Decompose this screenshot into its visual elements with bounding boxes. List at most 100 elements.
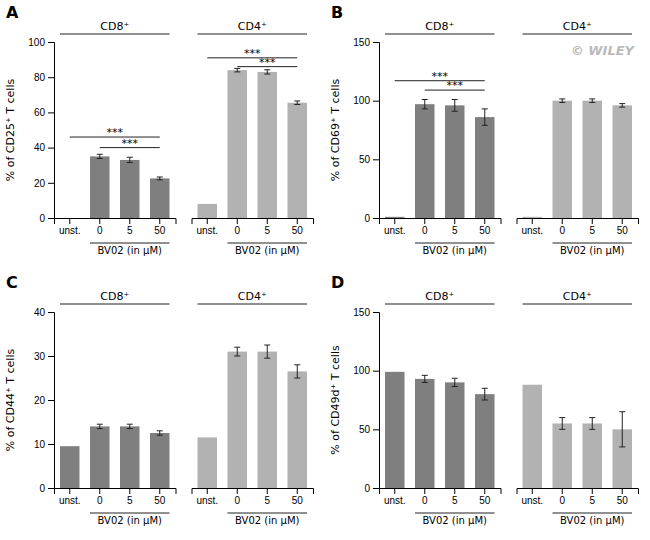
y-tick-mark [48, 112, 54, 113]
y-tick-label: 20 [34, 395, 46, 406]
x-tick-mark [129, 488, 130, 494]
x-axis-line [380, 219, 502, 225]
x-tick-mark [484, 218, 485, 224]
y-axis: 050100150 [353, 307, 379, 494]
bar [198, 437, 218, 488]
y-tick: 100 [353, 365, 379, 376]
x-tick: 5 [127, 218, 133, 236]
y-tick-label: 30 [34, 351, 46, 362]
bar [583, 423, 603, 488]
x-tick: 5 [127, 488, 133, 506]
x-tick-mark [237, 488, 238, 494]
x-tick-mark [424, 488, 425, 494]
x-axis: unst.0550 [517, 488, 639, 506]
x-tick: 50 [479, 488, 491, 506]
x-axis: unst.0550 [380, 218, 502, 236]
error-bar [452, 378, 458, 386]
error-bar [234, 347, 240, 356]
y-tick-label: 100 [353, 365, 370, 376]
y-tick: 30 [34, 351, 54, 362]
x-tick-label: 0 [559, 495, 565, 506]
bar [523, 385, 543, 488]
x-axis-line [192, 219, 314, 225]
x-tick-label: 0 [97, 225, 103, 236]
y-tick: 50 [359, 424, 379, 435]
x-tick: unst. [384, 218, 406, 236]
bar [90, 426, 110, 488]
x-tick-label: unst. [521, 225, 543, 236]
x-tick: 50 [292, 488, 304, 506]
x-axis-line [380, 489, 502, 495]
x-tick-label: 5 [127, 495, 133, 506]
x-tick-label: 0 [422, 495, 428, 506]
group-line [60, 304, 170, 305]
x-tick-label: 50 [292, 495, 304, 506]
panel-title: A [6, 3, 19, 22]
y-axis-line [48, 43, 55, 219]
y-tick-label: 10 [34, 439, 46, 450]
y-tick-label: 40 [34, 307, 46, 318]
y-axis-line [373, 313, 380, 489]
y-tick-mark [48, 42, 54, 43]
error-bar [97, 154, 103, 158]
y-tick: 40 [34, 142, 54, 153]
bracket-line [228, 513, 308, 514]
bar [553, 101, 573, 218]
x-tick-label: unst. [196, 495, 218, 506]
bracket-label: BV02 (in μM) [235, 515, 299, 526]
x-tick-mark [207, 218, 208, 224]
x-tick-mark [532, 488, 533, 494]
error-bar [559, 99, 565, 103]
x-tick-mark [159, 218, 160, 224]
x-tick-label: 5 [589, 495, 595, 506]
x-tick: 0 [422, 218, 428, 236]
figure: 020406080100unst.0550unst.0550% of CD25⁺… [0, 0, 650, 540]
y-tick-label: 100 [353, 95, 370, 106]
x-tick: 0 [234, 488, 240, 506]
panel-title: C [6, 273, 18, 292]
x-tick-mark [454, 218, 455, 224]
bar [523, 217, 543, 218]
y-tick-mark [373, 218, 379, 219]
error-bar [482, 109, 488, 125]
error-bar [589, 99, 595, 103]
bar [385, 372, 405, 488]
x-tick-mark [592, 488, 593, 494]
error-bar [157, 431, 163, 435]
annotations: CD8⁺CD4⁺BV02 (in μM)BV02 (in μM)******© … [385, 20, 636, 256]
group-label: CD8⁺ [425, 20, 454, 33]
x-tick-mark [99, 488, 100, 494]
x-tick-mark [159, 488, 160, 494]
y-axis: 050100150 [353, 37, 379, 224]
x-tick: 5 [264, 488, 270, 506]
x-tick-mark [267, 488, 268, 494]
panel: 010203040unst.0550unst.0550% of CD44⁺ T … [4, 273, 314, 526]
x-tick-mark [592, 218, 593, 224]
bar [288, 371, 308, 488]
plot-area [60, 345, 307, 488]
y-tick-label: 60 [34, 107, 46, 118]
x-tick-label: unst. [384, 225, 406, 236]
bar [475, 117, 495, 218]
x-tick: 5 [452, 488, 458, 506]
error-bar [452, 99, 458, 111]
x-tick: 50 [617, 488, 629, 506]
y-tick-mark [48, 488, 54, 489]
y-tick-mark [373, 42, 379, 43]
y-tick: 50 [359, 154, 379, 165]
bar [120, 426, 140, 488]
y-tick-mark [48, 356, 54, 357]
x-tick-label: 50 [617, 495, 629, 506]
x-tick-label: 50 [479, 225, 491, 236]
error-bar [97, 424, 103, 428]
bar [415, 104, 435, 218]
error-bar [127, 424, 133, 428]
y-tick: 100 [353, 95, 379, 106]
x-tick-mark [394, 218, 395, 224]
bar [553, 423, 573, 488]
x-tick: 5 [589, 218, 595, 236]
y-tick-label: 40 [34, 142, 46, 153]
x-tick: 50 [479, 218, 491, 236]
bracket-line [228, 243, 308, 244]
x-tick-label: 0 [234, 225, 240, 236]
